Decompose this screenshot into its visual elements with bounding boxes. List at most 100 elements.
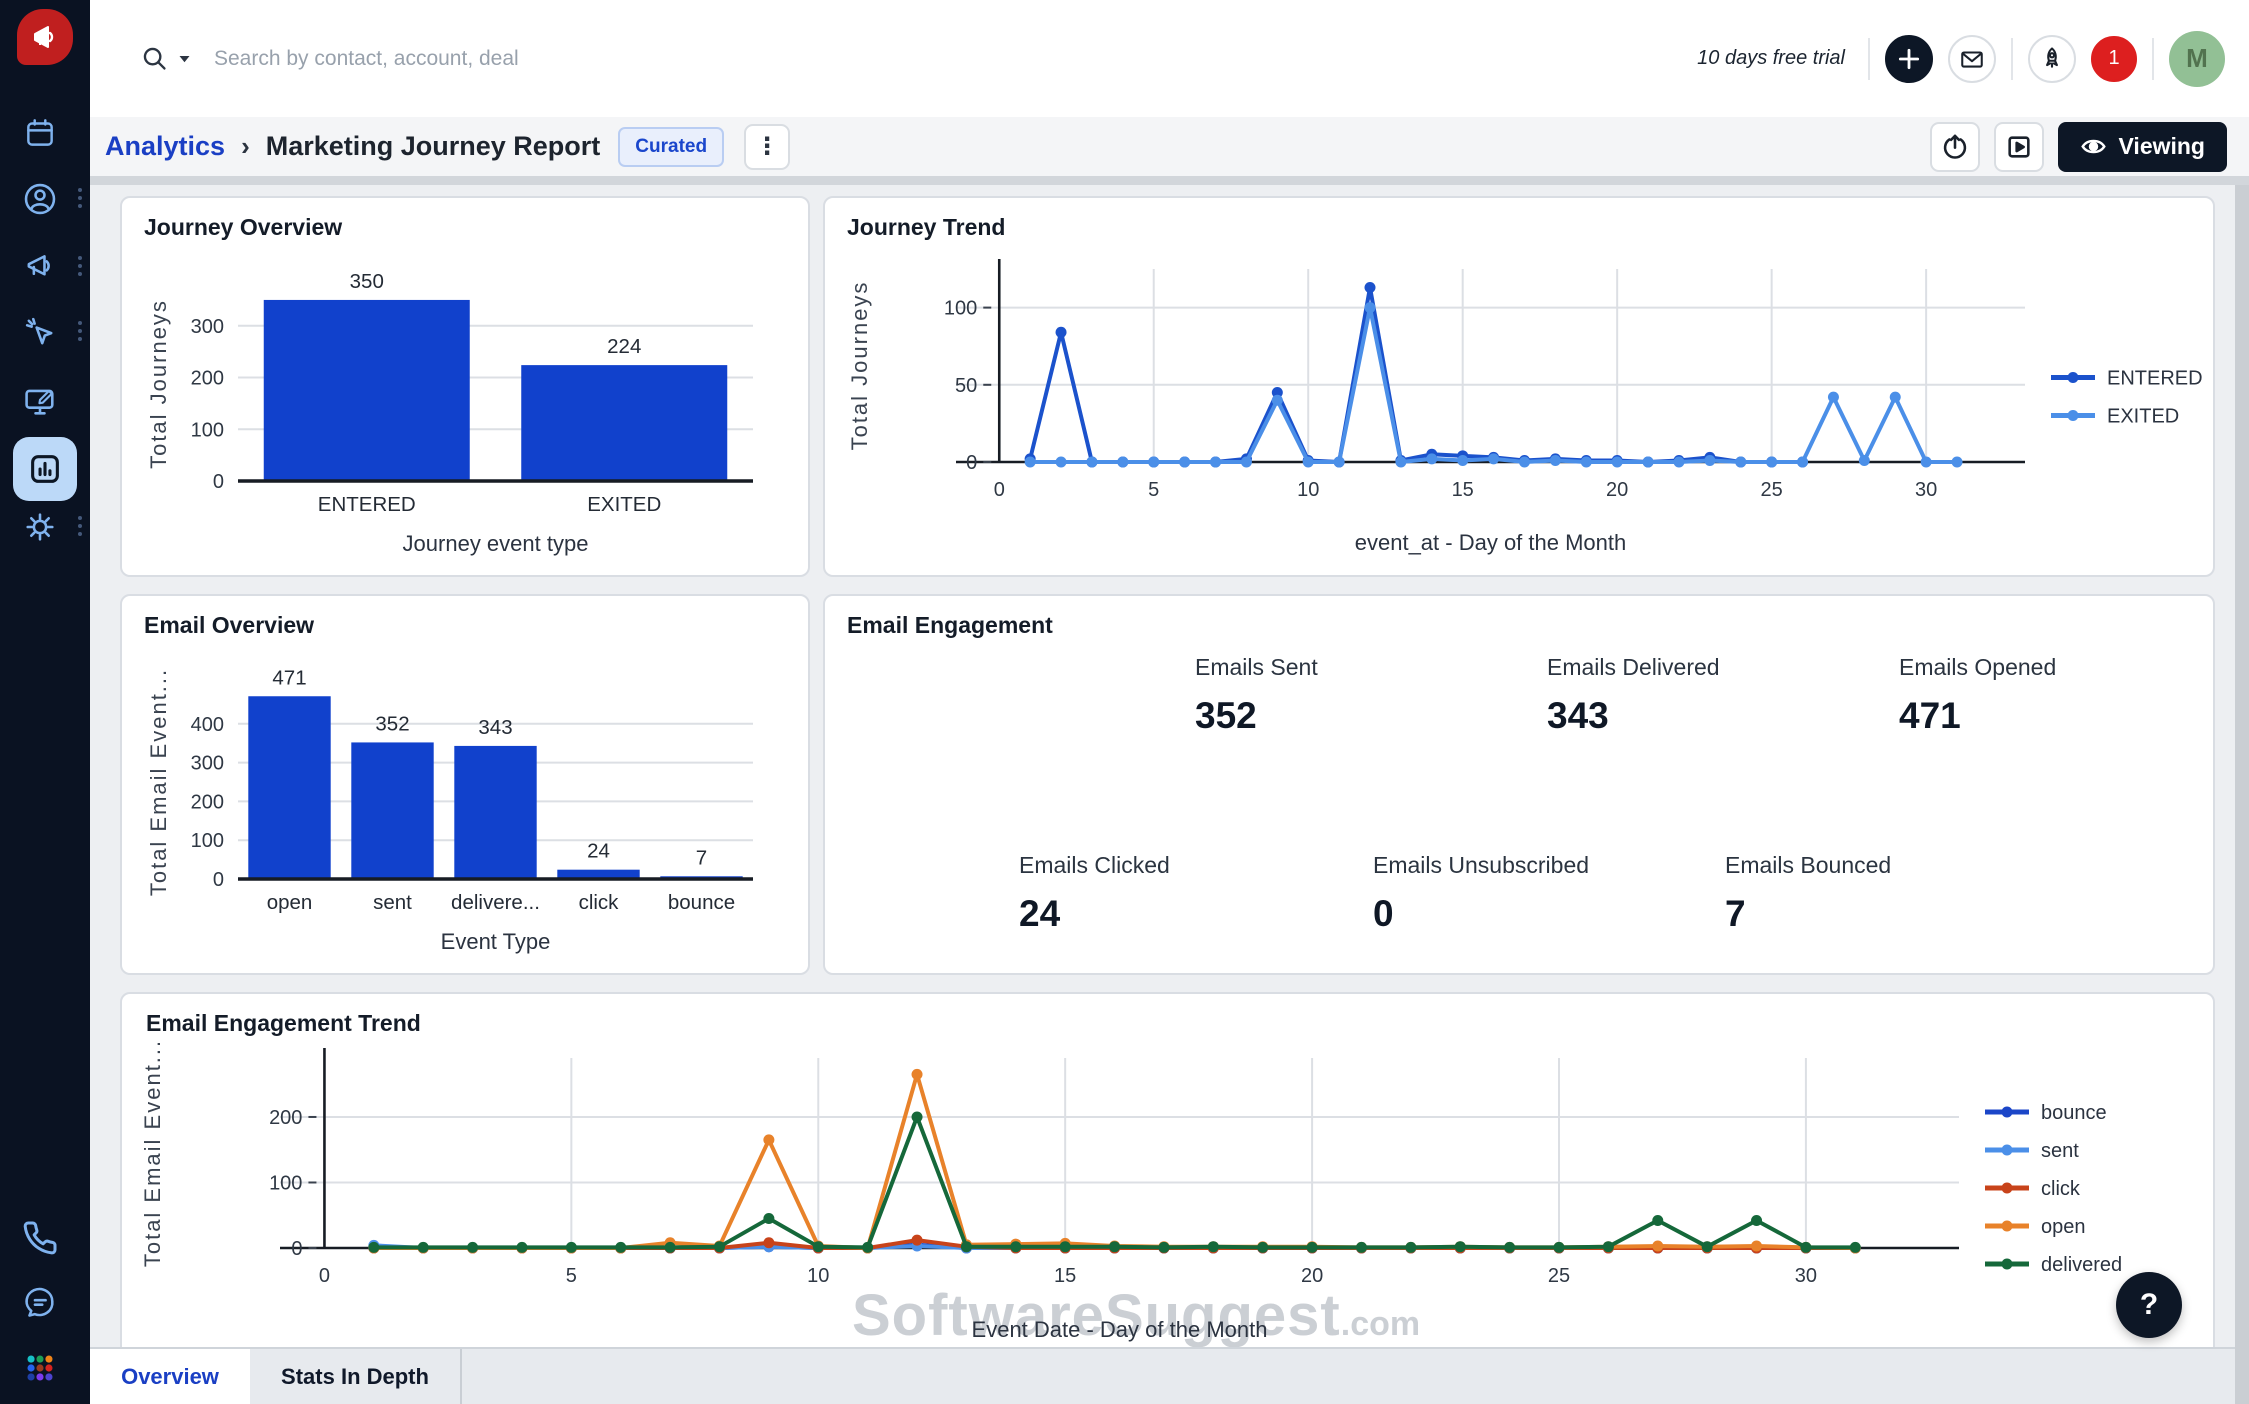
notifications-badge[interactable]: 1 bbox=[2091, 36, 2137, 82]
svg-text:5: 5 bbox=[566, 1265, 577, 1287]
topbar-divider bbox=[2152, 38, 2154, 80]
envelope-icon bbox=[1959, 46, 1985, 72]
kpi-label: Emails Bounced bbox=[1725, 852, 1891, 879]
panel-title: Email Overview bbox=[144, 612, 792, 639]
viewing-mode-button[interactable]: Viewing bbox=[2058, 122, 2228, 172]
chat-icon bbox=[21, 1284, 59, 1322]
svg-text:25: 25 bbox=[1548, 1265, 1570, 1287]
add-button[interactable] bbox=[1885, 35, 1933, 83]
cursor-click-icon bbox=[21, 313, 59, 351]
plus-icon bbox=[1896, 46, 1922, 72]
sidebar-item-phone[interactable] bbox=[17, 1215, 63, 1261]
sidebar-contacts-menu[interactable] bbox=[74, 188, 86, 208]
present-button[interactable] bbox=[1994, 122, 2044, 172]
svg-text:bounce: bounce bbox=[2041, 1102, 2107, 1124]
svg-text:200: 200 bbox=[191, 791, 224, 813]
svg-text:100: 100 bbox=[191, 830, 224, 852]
sidebar-item-automation[interactable] bbox=[17, 309, 63, 355]
panel-title: Journey Overview bbox=[144, 214, 792, 241]
tab-stats-in-depth[interactable]: Stats In Depth bbox=[250, 1349, 462, 1404]
vertical-scrollbar[interactable] bbox=[2235, 185, 2249, 1404]
breadcrumb-analytics-link[interactable]: Analytics bbox=[105, 131, 225, 162]
sidebar-item-campaigns[interactable] bbox=[17, 244, 63, 290]
kpi-label: Emails Opened bbox=[1899, 654, 2056, 681]
play-square-icon bbox=[2005, 133, 2033, 161]
email-inbox-button[interactable] bbox=[1948, 35, 1996, 83]
svg-text:0: 0 bbox=[994, 479, 1005, 501]
search-scope-caret-icon[interactable] bbox=[177, 51, 192, 66]
avatar-initial: M bbox=[2186, 43, 2208, 74]
phone-icon bbox=[22, 1220, 58, 1256]
svg-text:Total Email Event...: Total Email Event... bbox=[146, 668, 171, 896]
svg-text:400: 400 bbox=[191, 714, 224, 736]
calendar-icon bbox=[22, 115, 58, 151]
journey-trend-panel: Journey Trend 050100051015202530ENTEREDE… bbox=[823, 196, 2215, 577]
sidebar-item-chat[interactable] bbox=[17, 1280, 63, 1326]
sidebar-item-reports[interactable] bbox=[13, 437, 77, 501]
kpi-label: Emails Delivered bbox=[1547, 654, 1720, 681]
svg-text:30: 30 bbox=[1795, 1265, 1817, 1287]
svg-text:click: click bbox=[579, 891, 620, 914]
svg-text:200: 200 bbox=[191, 368, 224, 390]
kpi-emails-opened: Emails Opened 471 bbox=[1899, 654, 2056, 737]
svg-text:sent: sent bbox=[2041, 1140, 2079, 1162]
svg-text:25: 25 bbox=[1761, 479, 1783, 501]
svg-text:15: 15 bbox=[1452, 479, 1474, 501]
export-button[interactable] bbox=[1930, 122, 1980, 172]
report-options-button[interactable]: ⋮ bbox=[744, 124, 790, 170]
help-button[interactable]: ? bbox=[2116, 1272, 2182, 1338]
kpi-emails-clicked: Emails Clicked 24 bbox=[1019, 852, 1170, 935]
svg-text:open: open bbox=[267, 891, 313, 914]
user-avatar[interactable]: M bbox=[2169, 31, 2225, 87]
sidebar-item-contacts[interactable] bbox=[17, 176, 63, 222]
onboarding-rocket-button[interactable] bbox=[2028, 35, 2076, 83]
tab-overview[interactable]: Overview bbox=[90, 1349, 250, 1404]
horizontal-scrollbar[interactable] bbox=[90, 176, 2249, 185]
journey-trend-chart: 050100051015202530ENTEREDEXITEDevent_at … bbox=[841, 247, 2205, 558]
megaphone-icon bbox=[21, 248, 59, 286]
sidebar-campaigns-menu[interactable] bbox=[74, 256, 86, 276]
share-export-icon bbox=[1941, 133, 1969, 161]
email-engagement-trend-panel: Email Engagement Trend SoftwareSuggest.c… bbox=[120, 992, 2215, 1373]
svg-text:30: 30 bbox=[1915, 479, 1937, 501]
kpi-value: 352 bbox=[1195, 695, 1318, 737]
svg-text:Total Journeys: Total Journeys bbox=[146, 299, 171, 469]
page-title: Marketing Journey Report bbox=[266, 131, 601, 162]
sidebar-item-settings[interactable] bbox=[17, 504, 63, 550]
svg-text:Total Journeys: Total Journeys bbox=[847, 281, 872, 451]
sidebar-item-landing-pages[interactable] bbox=[17, 378, 63, 424]
svg-text:Journey event type: Journey event type bbox=[403, 531, 589, 556]
kpi-value: 343 bbox=[1547, 695, 1720, 737]
svg-text:200: 200 bbox=[269, 1107, 302, 1129]
sidebar-settings-menu[interactable] bbox=[74, 516, 86, 536]
search-icon[interactable] bbox=[142, 46, 168, 72]
sidebar-item-apps[interactable] bbox=[17, 1345, 63, 1391]
kpi-label: Emails Clicked bbox=[1019, 852, 1170, 879]
kpi-emails-delivered: Emails Delivered 343 bbox=[1547, 654, 1720, 737]
notification-count: 1 bbox=[2108, 47, 2119, 70]
svg-text:EXITED: EXITED bbox=[587, 493, 661, 516]
svg-text:24: 24 bbox=[587, 840, 610, 863]
trial-text: 10 days free trial bbox=[1697, 47, 1845, 70]
eye-icon bbox=[2080, 133, 2107, 160]
svg-text:343: 343 bbox=[478, 716, 512, 739]
monitor-edit-icon bbox=[21, 382, 59, 420]
svg-text:300: 300 bbox=[191, 753, 224, 775]
svg-text:471: 471 bbox=[272, 666, 306, 689]
help-label: ? bbox=[2140, 1288, 2158, 1322]
topbar-divider bbox=[1868, 38, 1870, 80]
svg-text:0: 0 bbox=[213, 471, 224, 493]
svg-text:EXITED: EXITED bbox=[2107, 406, 2179, 428]
svg-text:5: 5 bbox=[1148, 479, 1159, 501]
sidebar-automation-menu[interactable] bbox=[74, 321, 86, 341]
kpi-label: Emails Sent bbox=[1195, 654, 1318, 681]
svg-text:click: click bbox=[2041, 1178, 2081, 1200]
search-input[interactable] bbox=[214, 47, 854, 71]
svg-text:Event Date - Day of the Month: Event Date - Day of the Month bbox=[972, 1317, 1268, 1342]
svg-text:0: 0 bbox=[966, 452, 977, 474]
svg-text:7: 7 bbox=[696, 846, 707, 869]
sidebar-item-calendar[interactable] bbox=[17, 110, 63, 156]
megaphone-logo-icon bbox=[30, 22, 60, 52]
panel-title: Email Engagement bbox=[847, 612, 2197, 639]
app-logo[interactable] bbox=[17, 9, 73, 65]
